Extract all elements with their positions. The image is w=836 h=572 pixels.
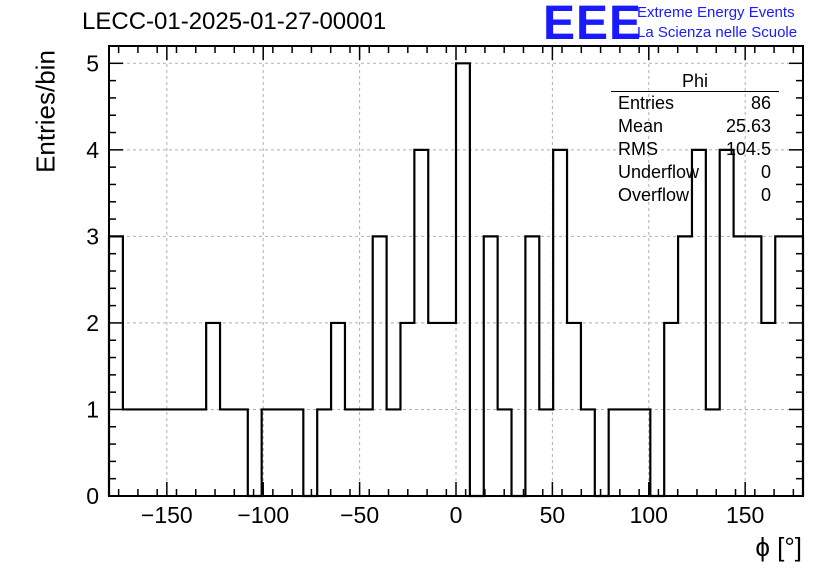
y-tick-label: 3: [86, 223, 99, 249]
stats-label: Underflow: [618, 162, 700, 182]
stats-row: RMS 104.5: [611, 138, 779, 161]
stats-label: Mean: [618, 116, 664, 136]
y-tick-label: 1: [86, 396, 99, 422]
stats-value: 25.63: [725, 116, 771, 136]
eee-logo: EEE: [543, 0, 643, 50]
stats-row: Underflow 0: [611, 161, 779, 184]
stats-row: Mean 25.63: [611, 115, 779, 138]
stats-value: 0: [760, 162, 771, 182]
stats-label: Entries: [618, 93, 675, 113]
chart-title: LECC-01-2025-01-27-00001: [82, 8, 387, 35]
logo-subtitle-1: Extreme Energy Events: [637, 4, 795, 21]
y-tick-label: 2: [86, 310, 99, 336]
stats-value: 0: [760, 185, 771, 205]
stats-label: Overflow: [618, 185, 690, 205]
stats-title: Phi: [611, 71, 779, 92]
stats-row: Entries 86: [611, 92, 779, 115]
stats-value: 104.5: [725, 139, 771, 159]
x-axis-label: ϕ [°]: [755, 532, 802, 562]
stats-box: Phi Entries 86 Mean 25.63 RMS 104.5 Underfl…: [611, 71, 779, 207]
x-tick-label: 0: [450, 502, 463, 528]
x-tick-label: −50: [340, 502, 379, 528]
x-tick-label: 50: [540, 502, 566, 528]
y-tick-label: 0: [86, 483, 99, 509]
x-tick-label: −150: [141, 502, 193, 528]
stats-row: Overflow 0: [611, 184, 779, 207]
x-tick-label: 100: [630, 502, 668, 528]
tick-labels: −150 −100 −50 0 50 100 150 0 1 2 3 4 5: [86, 50, 764, 528]
logo-subtitle-2: La Scienza nelle Scuole: [637, 24, 798, 41]
y-tick-label: 4: [86, 137, 99, 163]
x-tick-label: −100: [237, 502, 289, 528]
y-axis-label: Entries/bin: [30, 50, 61, 173]
y-tick-label: 5: [86, 50, 99, 76]
stats-value: 86: [750, 93, 771, 113]
x-tick-label: 150: [726, 502, 764, 528]
stats-label: RMS: [618, 139, 658, 159]
minor-ticks: [109, 46, 803, 496]
plot-frame: [108, 45, 804, 497]
